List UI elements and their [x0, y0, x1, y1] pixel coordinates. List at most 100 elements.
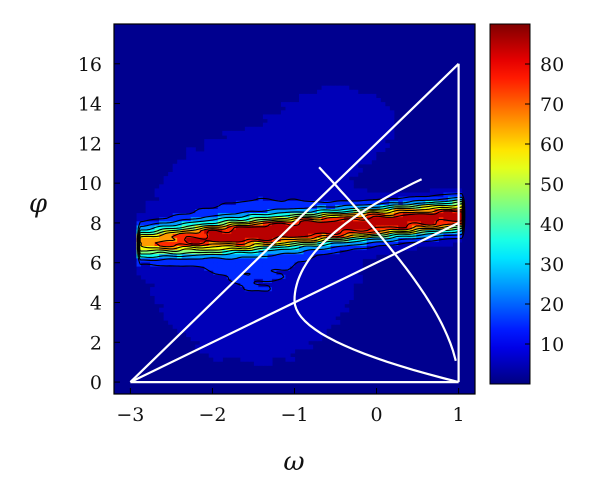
heatmap-cell — [303, 192, 309, 198]
heatmap-cell — [204, 324, 210, 329]
heatmap-cell — [294, 151, 300, 157]
heatmap-cell — [217, 328, 223, 333]
heatmap-cell — [398, 217, 404, 222]
heatmap-cell — [420, 241, 426, 247]
heatmap-cell — [258, 332, 264, 338]
heatmap-cell — [330, 303, 336, 309]
heatmap-cell — [204, 217, 210, 222]
heatmap-cell — [172, 172, 178, 177]
heatmap-cell — [231, 352, 237, 358]
heatmap-cell — [357, 122, 363, 128]
heatmap-cell — [276, 311, 282, 317]
heatmap-cell — [240, 262, 246, 268]
heatmap-cell — [357, 204, 363, 210]
heatmap-cell — [339, 246, 345, 251]
heatmap-cell — [150, 213, 156, 218]
heatmap-cell — [271, 188, 278, 194]
heatmap-cell — [168, 229, 174, 235]
heatmap-cell — [429, 225, 435, 231]
heatmap-cell — [217, 344, 223, 350]
heatmap-cell — [213, 155, 219, 161]
heatmap-cell — [357, 188, 363, 194]
heatmap-cell — [262, 225, 269, 231]
heatmap-cell — [308, 270, 314, 276]
heatmap-cell — [339, 172, 345, 177]
heatmap-cell — [204, 254, 210, 259]
heatmap-cell — [231, 151, 237, 157]
heatmap-cell — [267, 332, 273, 338]
heatmap-cell — [244, 315, 250, 321]
heatmap-cell — [344, 225, 350, 231]
y-tick-label: 0 — [90, 372, 102, 394]
heatmap-cell — [344, 180, 350, 185]
y-axis-label: φ — [29, 189, 48, 219]
heatmap-cell — [299, 180, 305, 185]
heatmap-cell — [308, 184, 314, 190]
heatmap-cell — [330, 139, 336, 144]
heatmap-cell — [159, 209, 165, 214]
heatmap-cell — [186, 311, 192, 317]
heatmap-cell — [330, 89, 336, 95]
heatmap-cell — [452, 204, 458, 210]
heatmap-cell — [276, 315, 282, 321]
heatmap-cell — [353, 241, 359, 247]
heatmap-cell — [335, 188, 341, 194]
heatmap-cell — [163, 196, 169, 202]
heatmap-cell — [294, 102, 300, 107]
heatmap-cell — [353, 102, 359, 107]
heatmap-cell — [258, 336, 264, 342]
heatmap-cell — [326, 163, 332, 169]
heatmap-cell — [262, 299, 269, 305]
heatmap-cell — [204, 192, 210, 198]
heatmap-cell — [280, 176, 287, 181]
heatmap-cell — [326, 278, 332, 284]
heatmap-cell — [353, 200, 359, 206]
heatmap-cell — [280, 332, 287, 338]
heatmap-cell — [339, 283, 345, 288]
heatmap-cell — [321, 93, 327, 99]
heatmap-cell — [208, 348, 214, 354]
heatmap-cell — [335, 192, 341, 198]
heatmap-cell — [366, 225, 372, 231]
heatmap-cell — [249, 278, 255, 284]
heatmap-cell — [181, 295, 187, 301]
heatmap-cell — [380, 233, 386, 239]
heatmap-cell — [253, 213, 259, 218]
heatmap-cell — [271, 307, 278, 313]
heatmap-cell — [217, 340, 223, 346]
heatmap-cell — [299, 221, 305, 227]
heatmap-cell — [326, 291, 332, 296]
heatmap-cell — [172, 188, 178, 194]
heatmap-cell — [271, 217, 278, 222]
heatmap-cell — [195, 176, 201, 181]
heatmap-cell — [326, 172, 332, 177]
heatmap-cell — [159, 291, 165, 296]
heatmap-cell — [353, 254, 359, 259]
heatmap-cell — [190, 221, 196, 227]
heatmap-cell — [317, 200, 323, 206]
heatmap-cell — [429, 213, 435, 218]
heatmap-cell — [344, 262, 350, 268]
heatmap-cell — [253, 274, 259, 280]
heatmap-cell — [353, 266, 359, 272]
heatmap-cell — [222, 320, 228, 325]
heatmap-cell — [249, 348, 255, 354]
heatmap-cell — [217, 209, 223, 214]
heatmap-cell — [267, 172, 273, 177]
heatmap-cell — [226, 307, 232, 313]
heatmap-cell — [271, 155, 278, 161]
heatmap-cell — [172, 225, 178, 231]
heatmap-cell — [190, 172, 196, 177]
heatmap-cell — [213, 147, 219, 153]
heatmap-cell — [375, 237, 381, 243]
heatmap-cell — [208, 217, 214, 222]
heatmap-cell — [326, 98, 332, 103]
heatmap-cell — [253, 270, 259, 276]
heatmap-cell — [208, 184, 214, 190]
heatmap-cell — [240, 278, 246, 284]
heatmap-cell — [289, 135, 296, 140]
heatmap-cell — [344, 229, 350, 235]
heatmap-cell — [177, 262, 183, 268]
heatmap-cell — [285, 315, 291, 321]
heatmap-cell — [258, 180, 264, 185]
